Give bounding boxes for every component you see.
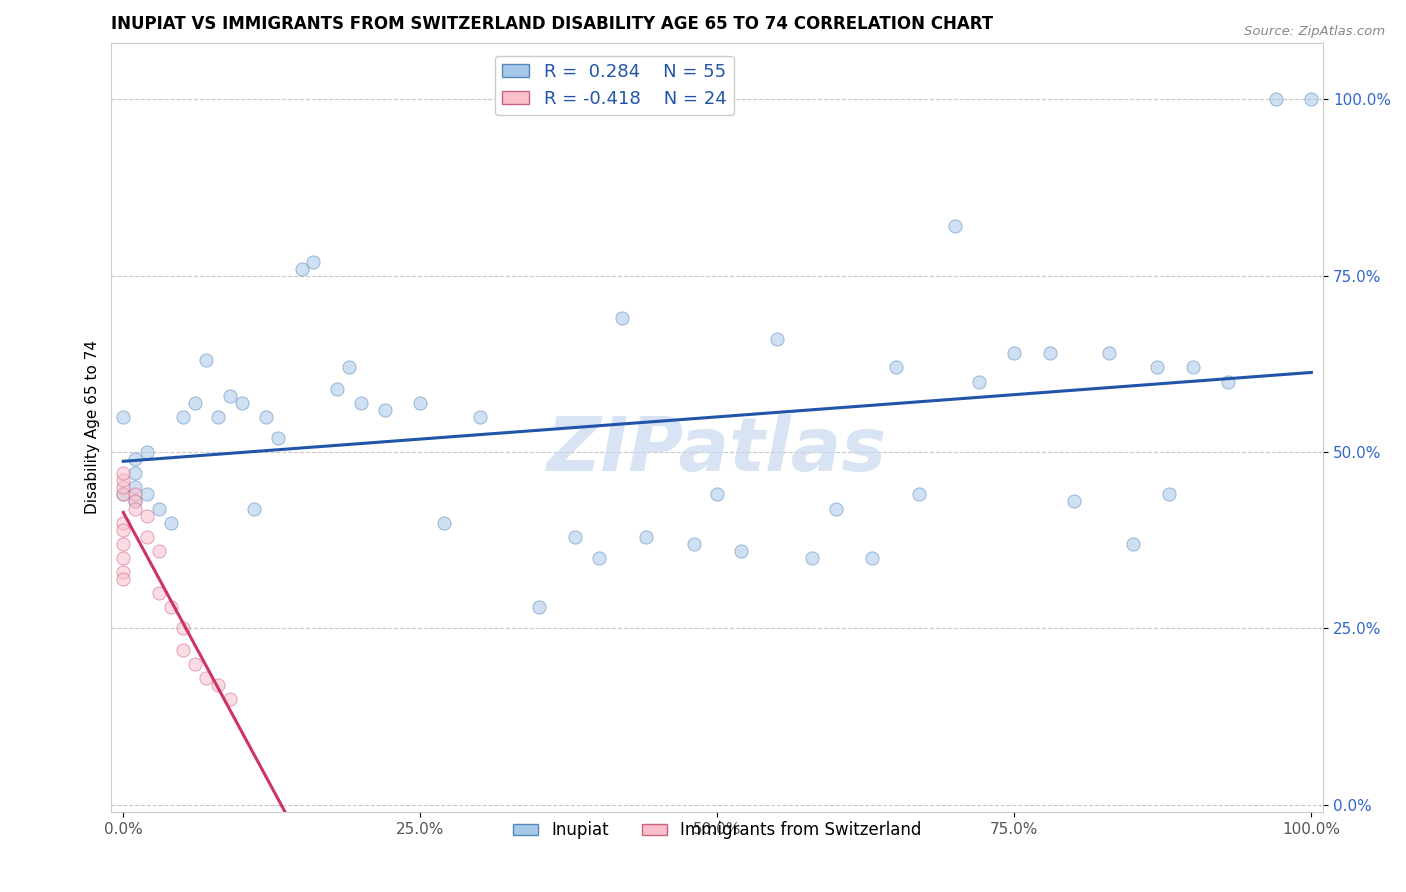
Point: [172, 622, 194, 636]
Point: [112, 409, 135, 424]
Point: [148, 501, 170, 516]
Point: [267, 431, 290, 445]
Point: [183, 657, 205, 671]
Point: [112, 572, 135, 586]
Point: [468, 409, 491, 424]
Point: [172, 642, 194, 657]
Point: [207, 409, 229, 424]
Point: [112, 565, 135, 579]
Text: INUPIAT VS IMMIGRANTS FROM SWITZERLAND DISABILITY AGE 65 TO 74 CORRELATION CHART: INUPIAT VS IMMIGRANTS FROM SWITZERLAND D…: [111, 15, 994, 33]
Point: [231, 395, 253, 409]
Point: [1039, 346, 1062, 360]
Point: [112, 550, 135, 565]
Point: [195, 671, 218, 685]
Point: [124, 494, 146, 508]
Point: [943, 219, 966, 234]
Point: [1218, 375, 1240, 389]
Point: [1122, 537, 1144, 551]
Point: [765, 332, 787, 346]
Point: [148, 586, 170, 600]
Point: [1301, 92, 1323, 106]
Text: Source: ZipAtlas.com: Source: ZipAtlas.com: [1244, 25, 1385, 38]
Point: [159, 516, 181, 530]
Point: [908, 487, 931, 501]
Point: [636, 530, 658, 544]
Point: [1181, 360, 1204, 375]
Point: [588, 550, 610, 565]
Point: [172, 409, 194, 424]
Point: [254, 409, 277, 424]
Point: [112, 487, 135, 501]
Point: [124, 452, 146, 467]
Point: [884, 360, 907, 375]
Point: [1098, 346, 1121, 360]
Point: [374, 402, 396, 417]
Point: [112, 487, 135, 501]
Point: [112, 523, 135, 537]
Legend: Inupiat, Immigrants from Switzerland: Inupiat, Immigrants from Switzerland: [506, 814, 928, 846]
Point: [967, 375, 990, 389]
Point: [860, 550, 883, 565]
Point: [124, 501, 146, 516]
Point: [243, 501, 266, 516]
Point: [612, 311, 634, 326]
Point: [290, 261, 312, 276]
Point: [148, 544, 170, 558]
Point: [1002, 346, 1025, 360]
Point: [136, 487, 159, 501]
Point: [159, 600, 181, 615]
Point: [112, 467, 135, 481]
Point: [112, 537, 135, 551]
Point: [124, 494, 146, 508]
Point: [112, 516, 135, 530]
Point: [337, 360, 360, 375]
Point: [124, 480, 146, 494]
Y-axis label: Disability Age 65 to 74: Disability Age 65 to 74: [86, 341, 100, 515]
Point: [219, 389, 242, 403]
Point: [564, 530, 586, 544]
Point: [219, 692, 242, 706]
Point: [350, 395, 373, 409]
Point: [136, 508, 159, 523]
Point: [1063, 494, 1085, 508]
Point: [302, 254, 325, 268]
Point: [124, 487, 146, 501]
Text: ZIPatlas: ZIPatlas: [547, 414, 887, 487]
Point: [136, 530, 159, 544]
Point: [124, 467, 146, 481]
Point: [409, 395, 432, 409]
Point: [825, 501, 848, 516]
Point: [183, 395, 205, 409]
Point: [1264, 92, 1286, 106]
Point: [801, 550, 824, 565]
Point: [326, 382, 349, 396]
Point: [207, 678, 229, 692]
Point: [195, 353, 218, 368]
Point: [682, 537, 704, 551]
Point: [433, 516, 456, 530]
Point: [730, 544, 752, 558]
Point: [112, 473, 135, 487]
Point: [136, 445, 159, 459]
Point: [706, 487, 728, 501]
Point: [1146, 360, 1168, 375]
Point: [112, 480, 135, 494]
Point: [527, 600, 550, 615]
Point: [1157, 487, 1180, 501]
